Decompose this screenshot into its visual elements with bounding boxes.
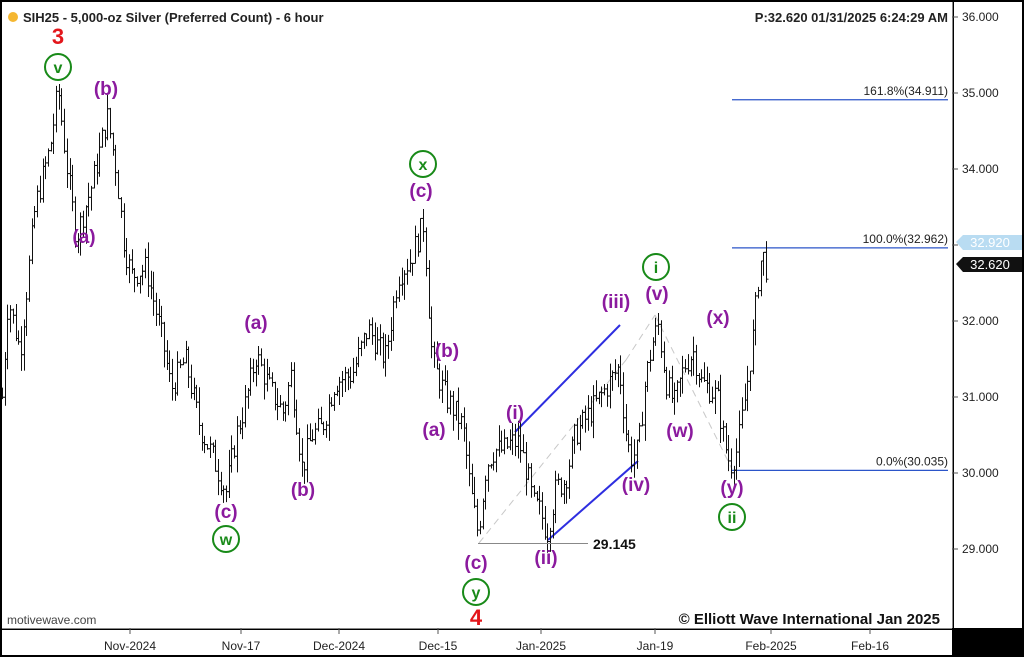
wave-label-v: (v) — [645, 284, 668, 305]
price-bars — [0, 84, 769, 553]
wave-label-minor-y: y — [472, 585, 481, 602]
chart-title: SIH25 - 5,000-oz Silver (Preferred Count… — [23, 10, 324, 25]
x-tick-label: Feb-2025 — [745, 639, 797, 653]
wave-label-b: (b) — [94, 79, 118, 100]
fib-level-label: 161.8%(34.911) — [863, 84, 948, 98]
wave-label-4: 4 — [470, 605, 483, 630]
wave-label-y: (y) — [720, 478, 743, 499]
y-tick-label: 29.000 — [962, 542, 999, 556]
price-tag-prior — [956, 235, 1022, 250]
wave-circle — [462, 578, 490, 606]
wave-circle — [44, 53, 72, 81]
y-tick-label: 30.000 — [962, 466, 999, 480]
wave-label-minor-ii: ii — [728, 510, 737, 527]
wave-label-minor-v: v — [54, 60, 63, 77]
y-tick-label: 36.000 — [962, 10, 999, 24]
x-tick-label: Feb-16 — [851, 639, 889, 653]
last-price-tags: 32.920 32.620 — [956, 235, 1022, 272]
wave-label-a: (a) — [244, 313, 267, 334]
x-tick-label: Nov-2024 — [104, 639, 156, 653]
price-tag-prior-text: 32.920 — [970, 235, 1010, 250]
time-axis: Nov-2024 Nov-17 Dec-2024 Dec-15 Jan-2025 Jan-… — [104, 628, 889, 653]
wave-circle — [718, 503, 746, 531]
wave-circle — [212, 525, 240, 553]
wave-label-i: (i) — [506, 403, 524, 424]
support-level: 29.145 — [478, 536, 636, 552]
price-tag-last — [956, 257, 1022, 272]
copyright: © Elliott Wave International Jan 2025 — [679, 611, 940, 628]
support-level-label: 29.145 — [593, 536, 636, 552]
price-axis-panel[interactable] — [954, 2, 1022, 628]
wave-labels: 3 v (a) (b) (c) w (a) (b) x (c) (a) (b) … — [44, 24, 746, 630]
fib-level-label: 100.0%(32.962) — [863, 232, 948, 246]
x-tick-label: Dec-15 — [419, 639, 458, 653]
x-tick-label: Dec-2024 — [313, 639, 365, 653]
y-tick-label: 34.000 — [962, 162, 999, 176]
wave-circle — [642, 253, 670, 281]
wave-label-c: (c) — [409, 181, 432, 202]
wave-label-b: (b) — [291, 480, 315, 501]
wave-label-iii: (iii) — [602, 292, 631, 313]
fibonacci-levels: 161.8%(34.911) 100.0%(32.962) 0.0%(30.035) — [732, 84, 948, 471]
price-tag-last-text: 32.620 — [970, 257, 1010, 272]
channel-upper-line — [514, 324, 621, 433]
x-tick-label: Jan-2025 — [516, 639, 566, 653]
wave-channel — [514, 324, 639, 541]
time-axis-panel[interactable] — [2, 630, 952, 655]
wave-label-c: (c) — [214, 502, 237, 523]
x-tick-label: Jan-19 — [637, 639, 674, 653]
wave-label-minor-w: w — [219, 532, 233, 549]
wave-label-minor-x: x — [419, 157, 428, 174]
y-tick-label: 31.000 — [962, 390, 999, 404]
watermark: motivewave.com — [7, 613, 96, 627]
wave-circle — [409, 150, 437, 178]
y-tick-label: 32.000 — [962, 314, 999, 328]
wave-label-a: (a) — [72, 227, 95, 248]
wave-label-c: (c) — [464, 553, 487, 574]
wave-label-w: (w) — [666, 421, 693, 442]
status-dot-icon — [8, 12, 18, 22]
wave-label-x: (x) — [706, 308, 729, 329]
wave-label-ii: (ii) — [534, 548, 557, 569]
y-tick-label: 35.000 — [962, 86, 999, 100]
fib-level-label: 0.0%(30.035) — [876, 454, 948, 468]
wave-label-iv: (iv) — [622, 475, 651, 496]
x-tick-label: Nov-17 — [222, 639, 261, 653]
wave-label-a: (a) — [422, 420, 445, 441]
wave-label-b: (b) — [435, 341, 459, 362]
channel-lower-line — [547, 460, 639, 541]
wave-label-minor-i: i — [654, 260, 658, 277]
price-status: P:32.620 01/31/2025 6:24:29 AM — [755, 10, 948, 25]
wave-label-3: 3 — [52, 24, 64, 49]
